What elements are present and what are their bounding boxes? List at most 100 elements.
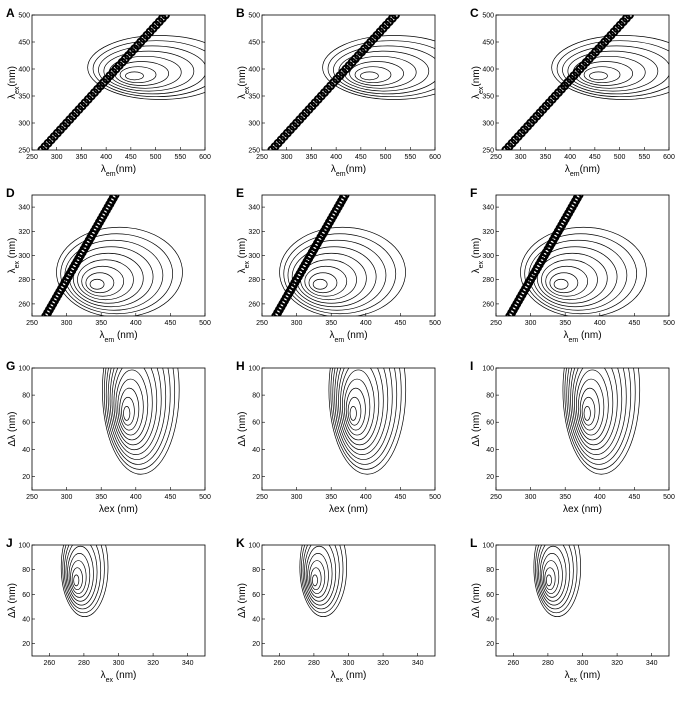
x-tick-label: 280 (308, 660, 320, 667)
contour-line (305, 545, 333, 602)
x-tick-label: 320 (377, 660, 389, 667)
axis-label-sub: ex (336, 677, 344, 684)
x-tick-label: 400 (594, 494, 606, 501)
contour-line (549, 272, 579, 294)
contour-line (568, 368, 627, 460)
contour-line (536, 545, 574, 610)
x-tick-label: 260 (43, 660, 55, 667)
x-tick-label: 340 (646, 660, 658, 667)
axis-label-part: λ (101, 670, 106, 681)
y-tick-label: 80 (252, 567, 260, 574)
x-tick-label: 450 (125, 154, 137, 161)
panel-label: E (236, 186, 244, 200)
y-tick-label: 20 (486, 641, 494, 648)
axis-label: λex(nm) (7, 66, 21, 99)
y-tick-label: 100 (248, 543, 260, 550)
plot-frame (495, 367, 670, 491)
y-tick-label: 20 (22, 474, 30, 481)
panel: 250 300 350 400 450 500 20 40 60 80 100 λex (nm) Δλ … (236, 359, 441, 515)
axis-label-sub: ex (570, 677, 578, 684)
contour-line (330, 368, 402, 470)
y-tick-label: 500 (18, 13, 30, 20)
x-tick-label: 500 (663, 320, 675, 327)
x-tick-label: 320 (611, 660, 623, 667)
contour-line (541, 553, 563, 598)
panel: 260 280 300 320 340 20 40 60 80 100 λex (nm) Δλ (nm… (470, 536, 670, 684)
x-tick-label: 400 (360, 494, 372, 501)
y-tick-label: 450 (482, 40, 494, 47)
y-tick-label: 340 (482, 205, 494, 212)
contour-line (117, 378, 144, 436)
axis-label-part: (nm) (577, 670, 600, 681)
contour-line (98, 45, 205, 95)
x-tick-label: 300 (51, 154, 63, 161)
x-tick-label: 600 (663, 154, 675, 161)
y-tick-label: 250 (482, 148, 494, 155)
axis-label-sub: ex (244, 86, 251, 94)
contour-line (111, 368, 158, 451)
contour-line (572, 368, 618, 451)
plot-frame (261, 367, 436, 491)
y-tick-label: 280 (18, 277, 30, 284)
contour-line (589, 71, 608, 81)
y-tick-label: 260 (248, 301, 260, 308)
contour-line (125, 71, 144, 81)
y-tick-label: 80 (486, 567, 494, 574)
panel-label: G (6, 359, 15, 373)
axis-label: Δλ (nm) (471, 583, 482, 618)
contour-line (572, 55, 646, 89)
x-tick-label: 300 (61, 494, 73, 501)
x-tick-label: 300 (525, 494, 537, 501)
contour-line (299, 545, 348, 617)
axis-label: Δλ (nm) (7, 411, 18, 446)
y-tick-label: 300 (18, 253, 30, 260)
contour-line (327, 40, 435, 98)
y-tick-label: 100 (482, 543, 494, 550)
contour-line (336, 368, 389, 455)
axis-label-sub: ex (14, 260, 21, 268)
contour-line (103, 50, 195, 92)
axis-label-part: (nm) (471, 66, 482, 87)
contour-line (56, 226, 183, 316)
y-tick-label: 250 (18, 148, 30, 155)
contour-line (87, 35, 205, 100)
x-tick-label: 300 (113, 660, 125, 667)
contour-line (105, 368, 171, 465)
x-tick-label: 300 (281, 154, 293, 161)
panel-label: D (6, 186, 15, 200)
axis-label-part: λ (331, 670, 336, 681)
x-tick-label: 350 (559, 494, 571, 501)
plot-area (267, 15, 435, 150)
axis-label-sub: ex (478, 86, 485, 94)
axis-label-part: λ (565, 164, 570, 175)
contour-line (574, 368, 614, 446)
x-tick-label: 250 (490, 154, 502, 161)
y-tick-label: 280 (482, 277, 494, 284)
y-tick-label: 100 (482, 366, 494, 373)
x-tick-label: 550 (638, 154, 650, 161)
axis-label-part: (nm) (471, 238, 482, 261)
y-tick-label: 300 (482, 121, 494, 128)
x-tick-label: 350 (76, 154, 88, 161)
contour-line (119, 387, 140, 431)
y-tick-label: 500 (482, 13, 494, 20)
plot-area (501, 15, 669, 150)
scatter-band (624, 15, 634, 20)
contour-line (279, 226, 406, 316)
axis-label: λem (nm) (99, 330, 137, 344)
contour-line (347, 396, 362, 426)
axis-label: λex (nm) (329, 504, 368, 515)
plot-area (41, 195, 183, 316)
x-tick-label: 500 (429, 320, 441, 327)
x-tick-label: 350 (325, 494, 337, 501)
x-tick-label: 300 (291, 320, 303, 327)
axis-label: λex (nm) (471, 238, 485, 274)
plot-frame (31, 367, 206, 491)
x-tick-label: 320 (147, 660, 159, 667)
axis-label: Δλ (nm) (237, 583, 248, 618)
contour-line (121, 396, 135, 426)
axis-label-sub: em (568, 337, 578, 344)
